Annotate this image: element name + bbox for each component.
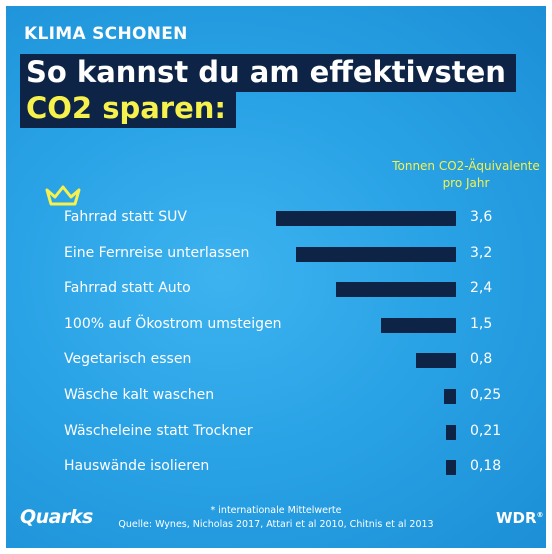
bar-value-label: 0,18 <box>470 458 502 475</box>
quarks-logo: Quarks <box>20 506 93 528</box>
bar <box>276 211 456 226</box>
title-line-2: CO2 sparen: <box>20 90 237 128</box>
bar-value-label: 3,2 <box>470 244 493 261</box>
bar-value-label: 0,8 <box>470 351 493 368</box>
bar-label: Hauswände isolieren <box>64 458 210 475</box>
footnote: * internationale Mittelwerte <box>210 505 342 516</box>
kicker-heading: KLIMA SCHONEN <box>24 24 188 44</box>
bar-value-label: 0,25 <box>470 387 502 403</box>
bar <box>443 389 456 404</box>
bar <box>336 282 456 298</box>
infographic-card: KLIMA SCHONEN So kannst du am effektivst… <box>6 6 546 548</box>
bar-value-label: 2,4 <box>470 280 493 297</box>
wdr-logo-text: WDR <box>496 509 537 527</box>
bar-label: Fahrrad statt SUV <box>64 209 187 225</box>
unit-label: Tonnen CO2-Äquivalente pro Jahr <box>392 159 540 190</box>
bar <box>381 317 456 333</box>
bar-label: Fahrrad statt Auto <box>64 280 191 297</box>
wdr-logo: WDR® <box>496 509 544 527</box>
source-note: Quelle: Wynes, Nicholas 2017, Attari et … <box>118 519 434 530</box>
bar-value-label: 3,6 <box>470 209 493 225</box>
bar-label: Vegetarisch essen <box>64 351 192 368</box>
bar-value-label: 0,21 <box>470 422 502 439</box>
bar <box>296 246 456 262</box>
wdr-logo-mark: ® <box>536 511 544 519</box>
bar-label: 100% auf Ökostrom umsteigen <box>64 315 282 332</box>
bar-label: Wäscheleine statt Trockner <box>64 422 253 439</box>
crown-icon <box>45 185 81 206</box>
bar-value-label: 1,5 <box>470 315 493 332</box>
bar-label: Eine Fernreise unterlassen <box>64 244 250 261</box>
bar <box>416 353 456 369</box>
bar-chart: Fahrrad statt SUV 3,6 Eine Fernreise unter… <box>6 6 546 548</box>
title-line-1: So kannst du am effektivsten <box>20 54 516 92</box>
bar-label: Wäsche kalt waschen <box>64 387 215 403</box>
bar <box>445 424 456 440</box>
bar <box>446 460 456 476</box>
